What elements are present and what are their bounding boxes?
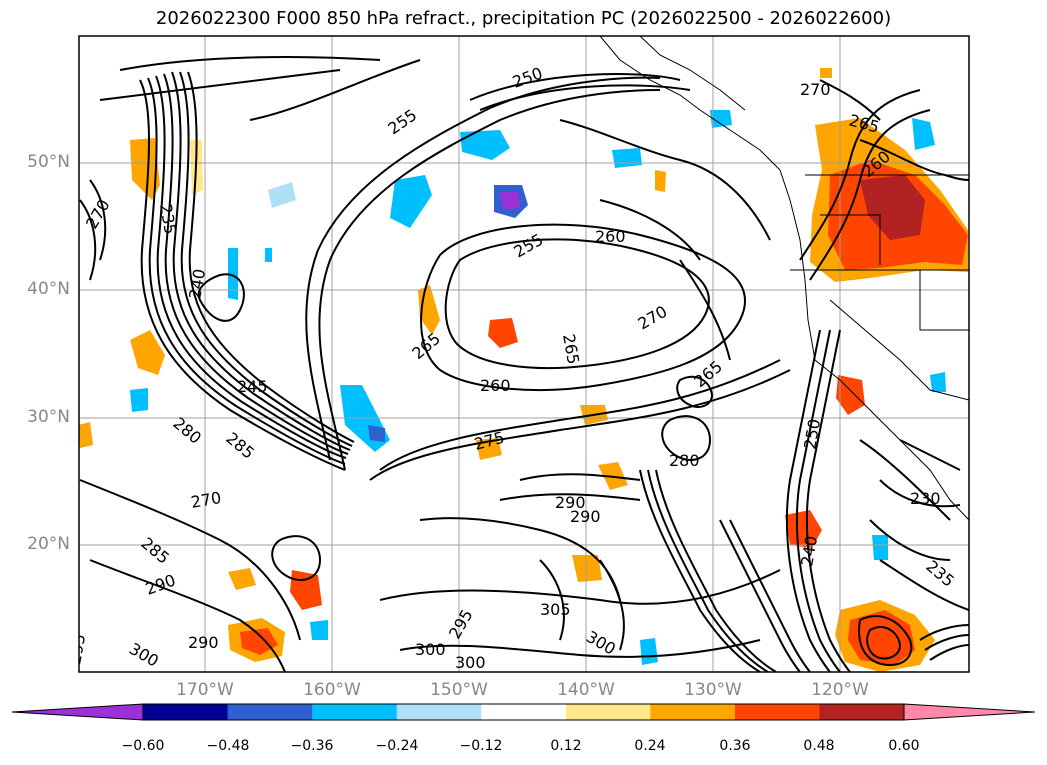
colorbar xyxy=(11,703,1036,721)
lon-label: 140°W xyxy=(557,680,615,700)
colorbar-extend-max xyxy=(903,703,1036,721)
contour-label: 290 xyxy=(555,493,586,512)
colorbar-tick-label: 0.60 xyxy=(888,738,920,754)
contour-label: 280 xyxy=(669,451,700,470)
contour-label: 295 xyxy=(65,632,89,665)
colorbar-cell xyxy=(819,704,905,720)
colorbar-tick-label: −0.24 xyxy=(375,738,419,754)
colorbar-extend-min xyxy=(11,703,144,721)
contour-label: 230 xyxy=(910,489,941,508)
contour-label: 290 xyxy=(188,633,219,652)
map-title: 2026022300 F000 850 hPa refract., precip… xyxy=(155,8,892,29)
contour-label: 290 xyxy=(570,507,601,526)
colorbar-tick-label: 0.12 xyxy=(550,738,582,754)
lon-label: 150°W xyxy=(430,680,488,700)
colorbar-cell xyxy=(734,704,820,720)
contour-label: 305 xyxy=(540,600,571,619)
lon-label: 170°W xyxy=(176,680,234,700)
contour-label: 300 xyxy=(415,640,446,659)
coastlines xyxy=(599,36,969,521)
refractivity-contours xyxy=(79,56,969,672)
lon-label: 120°W xyxy=(811,680,869,700)
colorbar-tick-label: 0.36 xyxy=(719,738,751,754)
colorbar-tick-label: −0.60 xyxy=(121,738,165,754)
contour-label: 245 xyxy=(237,377,268,396)
colorbar-cell xyxy=(143,704,229,720)
contour-label: 260 xyxy=(595,227,626,246)
lat-label: 40°N xyxy=(27,279,70,299)
contour-label: 260 xyxy=(480,376,511,395)
colorbar-cell xyxy=(227,704,313,720)
contour-label: 300 xyxy=(455,653,486,672)
colorbar-tick-label: −0.48 xyxy=(206,738,250,754)
colorbar-cell xyxy=(565,704,651,720)
lat-label: 50°N xyxy=(27,152,70,172)
colorbar-cell xyxy=(312,704,398,720)
colorbar-cell xyxy=(481,704,567,720)
colorbar-tick-label: 0.48 xyxy=(803,738,835,754)
map-frame xyxy=(78,35,970,673)
lon-label: 130°W xyxy=(684,680,742,700)
contour-label: 270 xyxy=(800,80,831,99)
colorbar-tick-label: 0.24 xyxy=(634,738,666,754)
lon-label: 160°W xyxy=(303,680,361,700)
colorbar-tick-label: −0.12 xyxy=(459,738,503,754)
colorbar-cell xyxy=(396,704,482,720)
colorbar-tick-label: −0.36 xyxy=(290,738,334,754)
colorbar-cell xyxy=(650,704,736,720)
lat-label: 20°N xyxy=(27,534,70,554)
lat-label: 30°N xyxy=(27,407,70,427)
